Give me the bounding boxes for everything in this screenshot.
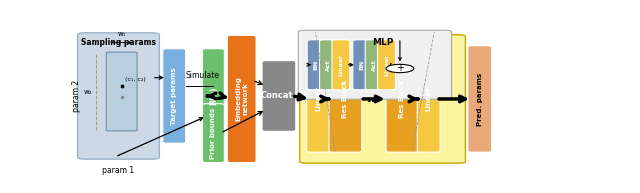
Text: param 2: param 2 bbox=[72, 80, 81, 112]
Text: Linear: Linear bbox=[339, 54, 344, 76]
Text: Res Block: Res Block bbox=[399, 80, 405, 118]
FancyBboxPatch shape bbox=[202, 49, 225, 143]
FancyBboxPatch shape bbox=[329, 46, 362, 152]
Text: R(q): R(q) bbox=[209, 87, 218, 105]
FancyBboxPatch shape bbox=[319, 40, 337, 90]
FancyBboxPatch shape bbox=[106, 52, 137, 131]
FancyBboxPatch shape bbox=[353, 40, 371, 90]
Text: Target params: Target params bbox=[172, 67, 177, 125]
FancyBboxPatch shape bbox=[386, 46, 419, 152]
Text: w₂: w₂ bbox=[84, 89, 92, 95]
FancyBboxPatch shape bbox=[417, 46, 440, 152]
Text: ...: ... bbox=[367, 92, 381, 105]
Text: MLP: MLP bbox=[372, 38, 393, 47]
Text: param 1: param 1 bbox=[102, 166, 134, 175]
FancyBboxPatch shape bbox=[307, 46, 330, 152]
FancyBboxPatch shape bbox=[300, 35, 465, 163]
Text: (c₁, c₂): (c₁, c₂) bbox=[125, 77, 145, 82]
Text: w₁: w₁ bbox=[117, 30, 126, 36]
Text: Pred. params: Pred. params bbox=[477, 72, 483, 126]
Text: Act: Act bbox=[372, 59, 376, 71]
FancyBboxPatch shape bbox=[77, 33, 159, 159]
Text: Prior bounds: Prior bounds bbox=[211, 108, 216, 159]
Text: BN: BN bbox=[314, 60, 319, 70]
FancyBboxPatch shape bbox=[202, 104, 225, 163]
Text: Res Block: Res Block bbox=[342, 80, 348, 118]
Text: Act: Act bbox=[326, 59, 331, 71]
Text: Simulate: Simulate bbox=[186, 71, 220, 80]
Circle shape bbox=[386, 64, 414, 73]
Text: BN: BN bbox=[359, 60, 364, 70]
Text: Linear: Linear bbox=[315, 87, 321, 111]
FancyBboxPatch shape bbox=[468, 46, 492, 152]
Text: Linear: Linear bbox=[384, 54, 389, 76]
FancyBboxPatch shape bbox=[307, 40, 325, 90]
Text: Concat.: Concat. bbox=[261, 91, 297, 101]
FancyBboxPatch shape bbox=[227, 35, 256, 163]
FancyBboxPatch shape bbox=[262, 61, 296, 131]
FancyBboxPatch shape bbox=[298, 30, 451, 99]
Text: Linear: Linear bbox=[426, 87, 432, 111]
FancyBboxPatch shape bbox=[163, 49, 186, 143]
Text: Sampling params: Sampling params bbox=[81, 38, 156, 47]
FancyBboxPatch shape bbox=[332, 40, 350, 90]
Text: Embedding
network: Embedding network bbox=[235, 76, 248, 121]
FancyBboxPatch shape bbox=[378, 40, 396, 90]
Text: +: + bbox=[396, 63, 404, 74]
FancyBboxPatch shape bbox=[365, 40, 383, 90]
